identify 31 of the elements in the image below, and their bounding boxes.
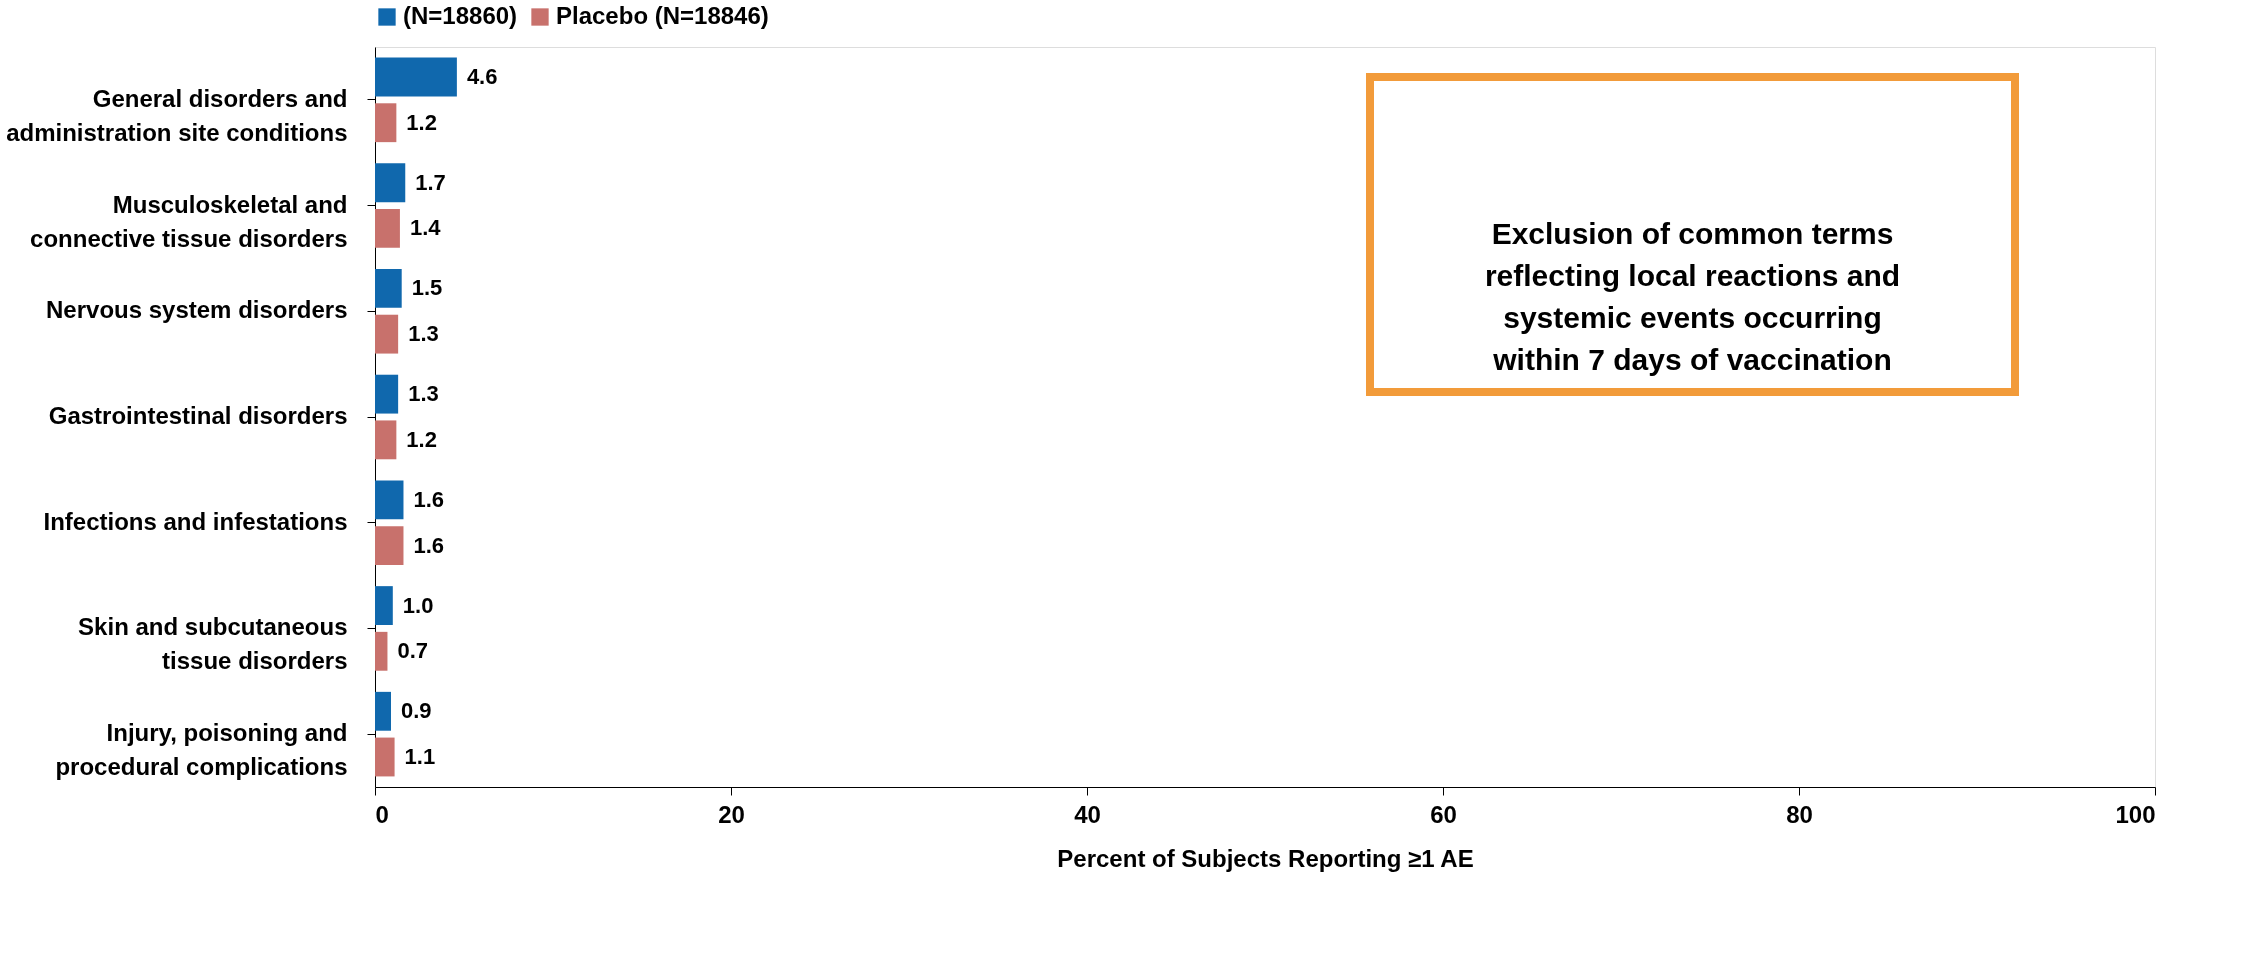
x-tick-label: 40 [1074, 800, 1101, 828]
y-tick-label: Injury, poisoning and procedural complications [55, 719, 348, 781]
data-label: 1.0 [402, 592, 434, 618]
y-tick-label: Skin and subcutaneous tissue disorders [78, 613, 348, 675]
data-label: 1.6 [413, 532, 445, 558]
data-label: 1.2 [406, 426, 437, 452]
y-tick-label: Infections and infestations [43, 507, 348, 535]
data-label: 1.2 [406, 109, 437, 135]
y-tick-label: Gastrointestinal disorders [48, 402, 348, 429]
y-tick-label: Musculoskeletal and connective tissue disorders [30, 190, 348, 252]
data-label: 1.1 [404, 744, 436, 769]
x-axis-title: Percent of Subjects Reporting ≥1 AE [1057, 844, 1474, 872]
data-label: 1.3 [408, 321, 439, 347]
x-tick-label: 0 [375, 800, 389, 828]
annotation: Exclusion of common terms reflecting local reactions and systemic events occurring within 7 days of vaccination [1484, 216, 1901, 376]
x-tick-label: 60 [1430, 800, 1457, 828]
data-label: 4.6 [466, 64, 498, 89]
data-label: 0.7 [397, 638, 429, 664]
data-label: 1.7 [415, 169, 446, 195]
x-tick-label: 20 [718, 800, 745, 828]
legend-label: Placebo (N=18846) [556, 2, 769, 29]
y-tick-label: Nervous system disorders [46, 296, 348, 324]
x-tick-label: 100 [2115, 800, 2156, 828]
data-label: 0.9 [401, 698, 432, 724]
data-label: 1.6 [413, 486, 445, 512]
y-tick-label: General disorders and administration site conditions [6, 84, 348, 146]
data-label: 1.3 [408, 381, 439, 407]
legend-label: (N=18860) [403, 2, 518, 29]
x-tick-label: 80 [1786, 800, 1813, 828]
data-label: 1.4 [409, 215, 442, 241]
data-label: 1.5 [411, 275, 443, 301]
